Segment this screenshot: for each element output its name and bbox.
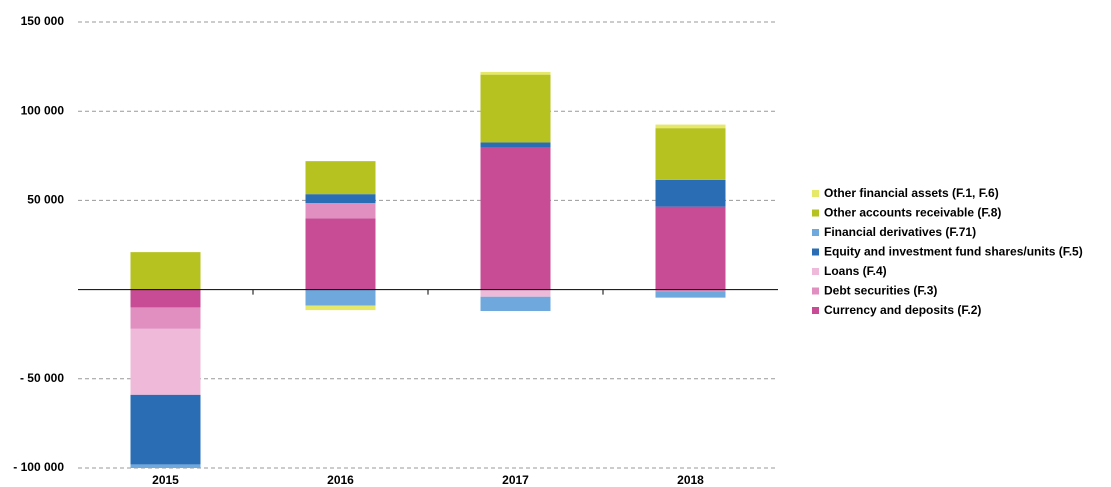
bar-segment bbox=[130, 252, 201, 290]
bar-segment bbox=[305, 305, 376, 311]
x-tick-label: 2015 bbox=[152, 473, 179, 487]
bar-segment bbox=[655, 128, 726, 180]
legend-label: Loans (F.4) bbox=[824, 264, 887, 278]
bar-segment bbox=[480, 74, 551, 143]
legend-label: Debt securities (F.3) bbox=[824, 284, 937, 298]
legend-label: Financial derivatives (F.71) bbox=[824, 225, 976, 239]
legend-swatch bbox=[812, 190, 819, 197]
y-tick-label: 50 000 bbox=[27, 193, 64, 207]
legend-label: Equity and investment fund shares/units … bbox=[824, 245, 1083, 259]
bar-segment bbox=[480, 147, 551, 290]
legend-swatch bbox=[812, 307, 819, 314]
x-tick-label: 2018 bbox=[677, 473, 704, 487]
bar-segment bbox=[130, 394, 201, 465]
bar-segment bbox=[130, 289, 201, 308]
bar-segment bbox=[305, 203, 376, 219]
bar-segment bbox=[130, 307, 201, 329]
bar-segment bbox=[480, 71, 551, 75]
bar-segment bbox=[305, 161, 376, 195]
legend-swatch bbox=[812, 248, 819, 256]
bar-segment bbox=[655, 124, 726, 129]
bar-segment bbox=[655, 179, 726, 207]
bar-segment bbox=[305, 218, 376, 290]
legend-label: Currency and deposits (F.2) bbox=[824, 303, 981, 317]
legend-label: Other accounts receivable (F.8) bbox=[824, 206, 1001, 220]
y-tick-label: - 50 000 bbox=[20, 371, 64, 385]
bar-segment bbox=[305, 194, 376, 204]
y-tick-label: 100 000 bbox=[21, 103, 65, 117]
bar-segment bbox=[655, 291, 726, 298]
y-tick-label: 150 000 bbox=[21, 14, 65, 28]
bar-segment bbox=[655, 289, 726, 292]
bar-segment bbox=[480, 289, 551, 297]
x-tick-label: 2016 bbox=[327, 473, 354, 487]
legend-swatch bbox=[812, 209, 819, 217]
legend-swatch bbox=[812, 229, 819, 236]
bar-segment bbox=[305, 289, 376, 306]
bar-segment bbox=[480, 142, 551, 148]
bar-segment bbox=[130, 328, 201, 395]
bar-segment bbox=[655, 206, 726, 290]
x-tick-label: 2017 bbox=[502, 473, 529, 487]
bar-segment bbox=[480, 296, 551, 312]
y-tick-label: - 100 000 bbox=[13, 460, 64, 474]
legend-swatch bbox=[812, 268, 819, 275]
legend-label: Other financial assets (F.1, F.6) bbox=[824, 186, 999, 200]
legend-swatch bbox=[812, 287, 819, 295]
bar-segment bbox=[130, 464, 201, 468]
